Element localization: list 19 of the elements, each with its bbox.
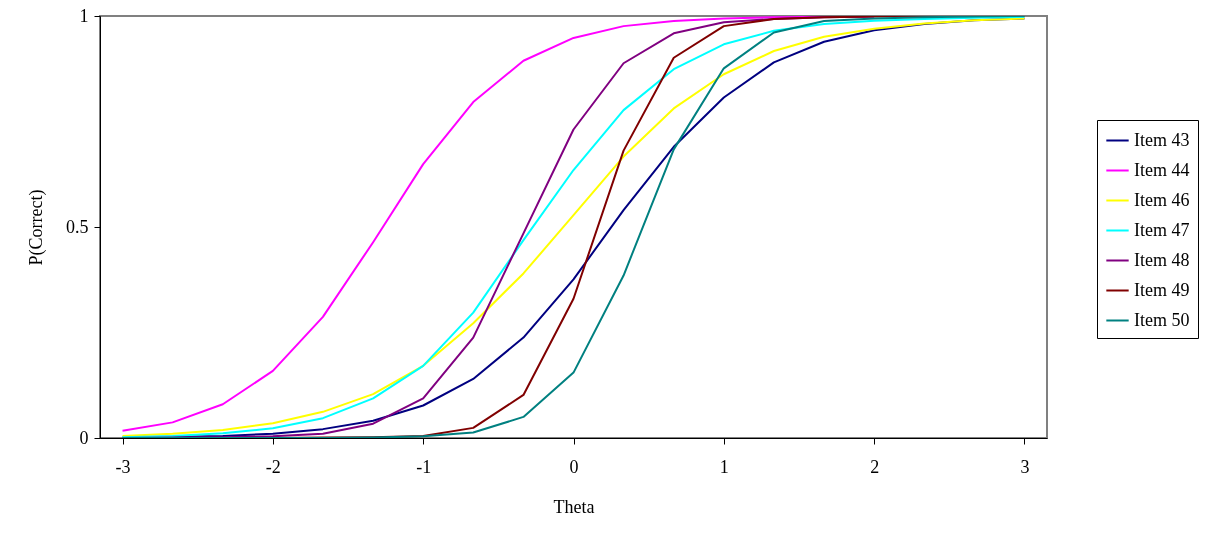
- legend-label: Item 48: [1134, 249, 1190, 270]
- y-tick-label: 1: [79, 5, 89, 26]
- legend-label: Item 44: [1134, 159, 1190, 180]
- x-tick-label: -1: [416, 456, 432, 477]
- y-axis-title: P(Correct): [26, 189, 47, 266]
- legend-label: Item 47: [1134, 219, 1190, 240]
- x-tick-label: 3: [1020, 456, 1030, 477]
- legend-label: Item 43: [1134, 129, 1190, 150]
- legend-label: Item 49: [1134, 279, 1190, 300]
- x-tick-label: 1: [719, 456, 729, 477]
- y-tick-label: 0.5: [66, 216, 89, 237]
- legend-label: Item 46: [1134, 189, 1190, 210]
- x-tick-label: -2: [265, 456, 281, 477]
- x-tick-label: 2: [870, 456, 880, 477]
- x-tick-label: -3: [115, 456, 131, 477]
- x-tick-label: 0: [569, 456, 579, 477]
- legend-label: Item 50: [1134, 309, 1190, 330]
- y-tick-label: 0: [79, 427, 89, 448]
- x-axis-title: Theta: [553, 496, 595, 517]
